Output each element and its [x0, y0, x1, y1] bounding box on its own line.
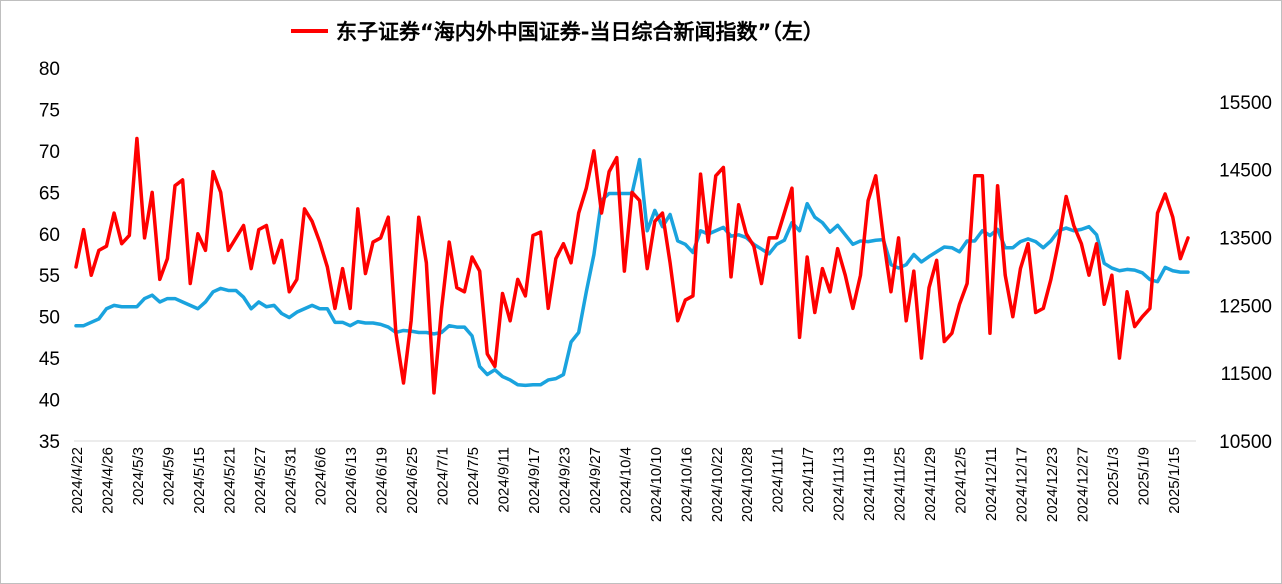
- series-layer: [74, 136, 1190, 395]
- x-tick-label: 2024/10/4: [617, 447, 634, 514]
- x-tick-label: 2024/7/1: [435, 447, 452, 505]
- y-left-tick-label: 80: [39, 59, 60, 80]
- x-tick-label: 2024/12/11: [983, 447, 1000, 521]
- x-tick-label: 2024/10/22: [709, 447, 726, 522]
- x-tick-label: 2024/10/28: [739, 447, 756, 522]
- x-tick-label: 2024/6/19: [374, 447, 391, 514]
- x-tick-label: 2024/11/29: [922, 447, 939, 521]
- y-left-tick-label: 50: [39, 308, 60, 329]
- x-tick-label: 2024/7/5: [465, 447, 482, 505]
- x-tick-label: 2024/12/23: [1044, 447, 1061, 522]
- news-index-series-line: [74, 136, 1190, 395]
- x-tick-label: 2024/9/17: [526, 447, 543, 514]
- x-tick-label: 2024/4/22: [69, 447, 86, 514]
- x-tick-label: 2024/5/3: [130, 447, 147, 505]
- x-tick-label: 2024/6/25: [404, 447, 421, 514]
- x-ticks: 2024/4/22 2024/4/26 2024/5/3 2024/5/9 2024/5…: [69, 447, 1183, 522]
- y-right-tick-label: 15500: [1219, 93, 1272, 114]
- x-tick-label: 2024/5/9: [160, 447, 177, 505]
- x-tick-label: 2024/12/17: [1013, 447, 1030, 522]
- legend-entry: 东子证券“海内外中国证券-当日综合新闻指数”（左）: [336, 20, 824, 44]
- x-tick-label: 2025/1/3: [1105, 447, 1122, 505]
- y-right-ticks: 10500 11500 12500 13500 14500 15500: [1219, 93, 1272, 453]
- y-right-tick-label: 13500: [1219, 229, 1272, 250]
- x-tick-label: 2024/12/5: [953, 447, 970, 514]
- x-tick-label: 2024/11/25: [892, 447, 909, 521]
- y-right-tick-label: 12500: [1219, 296, 1272, 317]
- y-left-tick-label: 45: [39, 349, 60, 370]
- y-left-tick-label: 75: [39, 100, 60, 121]
- y-left-tick-label: 65: [39, 183, 60, 204]
- x-tick-label: 2025/1/15: [1166, 447, 1183, 514]
- x-tick-label: 2024/11/1: [770, 447, 787, 513]
- y-left-tick-label: 40: [39, 391, 60, 412]
- y-left-tick-label: 60: [39, 225, 60, 246]
- y-right-tick-label: 11500: [1221, 364, 1272, 385]
- y-left-tick-label: 35: [39, 432, 60, 453]
- x-tick-label: 2024/4/26: [99, 447, 116, 514]
- x-tick-label: 2024/11/13: [831, 447, 848, 521]
- x-tick-label: 2024/9/23: [556, 447, 573, 514]
- x-tick-label: 2024/5/21: [221, 447, 238, 514]
- x-tick-label: 2024/9/11: [496, 447, 513, 513]
- x-tick-label: 2024/6/6: [313, 447, 330, 505]
- x-tick-label: 2024/5/27: [252, 447, 269, 514]
- y-right-tick-label: 14500: [1219, 161, 1272, 182]
- y-right-tick-label: 10500: [1219, 432, 1272, 453]
- x-tick-label: 2024/11/19: [861, 447, 878, 521]
- x-tick-label: 2024/9/27: [587, 447, 604, 514]
- x-tick-label: 2024/6/13: [343, 447, 360, 514]
- y-left-tick-label: 55: [39, 266, 60, 287]
- x-tick-label: 2024/5/15: [191, 447, 208, 514]
- x-tick-label: 2024/5/31: [282, 447, 299, 514]
- x-tick-label: 2024/10/16: [678, 447, 695, 522]
- y-left-ticks: 35 40 45 50 55 60 65 70 75 80: [39, 59, 60, 453]
- x-tick-label: 2024/11/7: [800, 447, 817, 513]
- legend: 东子证券“海内外中国证券-当日综合新闻指数”（左）: [291, 20, 824, 44]
- x-tick-label: 2024/10/10: [648, 447, 665, 522]
- y-left-tick-label: 70: [39, 142, 60, 163]
- x-tick-label: 2024/12/27: [1074, 447, 1091, 522]
- x-tick-label: 2025/1/9: [1135, 447, 1152, 505]
